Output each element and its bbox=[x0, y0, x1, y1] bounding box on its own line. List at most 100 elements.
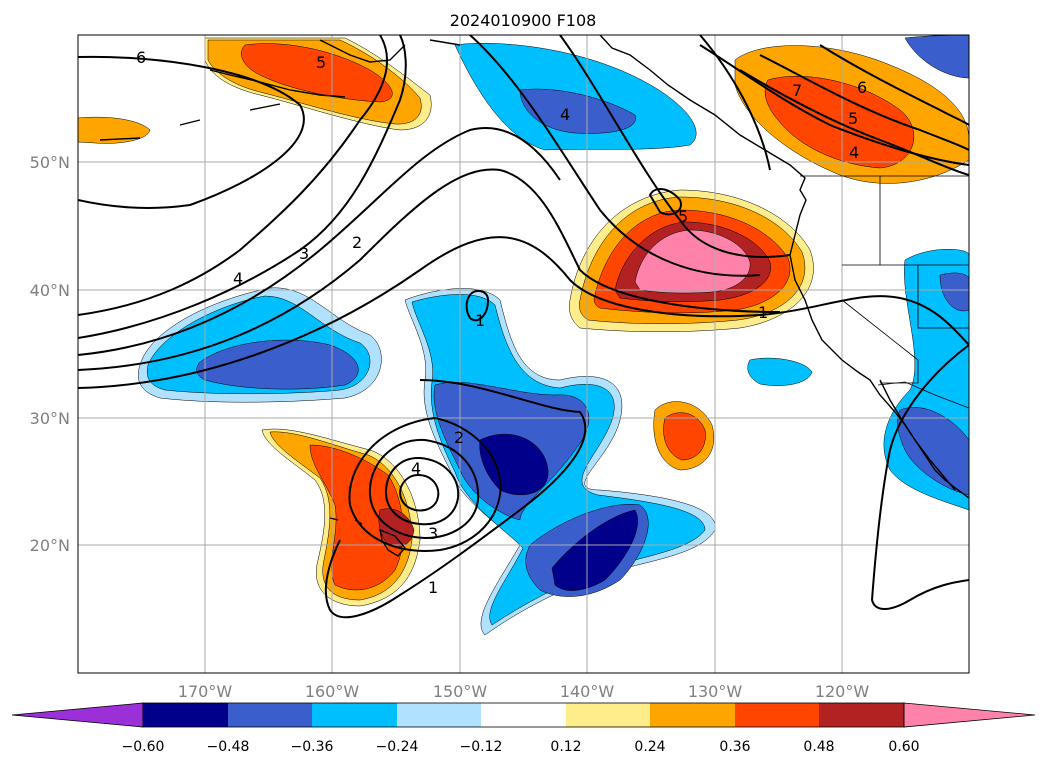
lon-label: 170°W bbox=[178, 682, 233, 701]
shading-negative bbox=[897, 407, 969, 496]
colorbar-tick-label: 0.12 bbox=[550, 739, 581, 755]
contour-label: 5 bbox=[678, 207, 688, 226]
colorbar-segment bbox=[312, 703, 397, 727]
colorbar-segment bbox=[819, 703, 904, 727]
contour-line bbox=[819, 44, 969, 126]
contour-label: 4 bbox=[849, 143, 859, 162]
political-borders bbox=[800, 175, 969, 409]
contour-line bbox=[870, 344, 969, 610]
map-panel: 6 5 4 3 2 4 1 5 1 7 6 5 4 2 4 3 1 bbox=[77, 34, 970, 674]
contour-label: 4 bbox=[411, 459, 421, 478]
contour-line bbox=[699, 44, 969, 166]
contour-label: 6 bbox=[136, 48, 146, 67]
contour-label: 5 bbox=[848, 109, 858, 128]
lon-label: 150°W bbox=[433, 682, 488, 701]
contour-line bbox=[78, 35, 407, 339]
contour-label: 2 bbox=[454, 428, 464, 447]
coastline-alaska-islands bbox=[99, 39, 461, 141]
contour-line bbox=[78, 127, 561, 356]
contour-labels: 6 5 4 3 2 4 1 5 1 7 6 5 4 2 4 3 1 bbox=[136, 48, 867, 597]
colorbar-tick-label: −0.60 bbox=[122, 739, 165, 755]
colorbar-tick-label: 0.36 bbox=[719, 739, 750, 755]
shading-positive bbox=[663, 412, 706, 461]
contour-line bbox=[324, 379, 587, 619]
colorbar-frame bbox=[142, 702, 905, 728]
contour-label: 5 bbox=[316, 53, 326, 72]
height-contours bbox=[78, 35, 969, 619]
lon-label: 140°W bbox=[560, 682, 615, 701]
contour-label: 7 bbox=[792, 81, 802, 100]
colorbar-segment bbox=[228, 703, 312, 727]
colorbar-segment bbox=[481, 703, 566, 727]
colorbar-tick-label: −0.48 bbox=[207, 739, 250, 755]
contour-line bbox=[78, 236, 969, 389]
anomaly-shading bbox=[78, 35, 969, 636]
contour-label: 1 bbox=[475, 311, 485, 330]
lat-label: 40°N bbox=[30, 281, 70, 300]
contour-label: 2 bbox=[352, 233, 362, 252]
contour-line bbox=[469, 35, 761, 277]
lat-label: 50°N bbox=[30, 153, 70, 172]
colorbar-segment bbox=[566, 703, 650, 727]
lon-label: 160°W bbox=[305, 682, 360, 701]
border-state-lines bbox=[841, 176, 969, 384]
contour-line bbox=[348, 416, 502, 552]
shading-negative bbox=[551, 509, 638, 591]
longitude-labels: 170°W 160°W 150°W 140°W 130°W 120°W bbox=[178, 682, 870, 701]
contour-label: 4 bbox=[233, 269, 243, 288]
shading-negative bbox=[747, 357, 813, 386]
colorbar-segment bbox=[735, 703, 819, 727]
lon-label: 130°W bbox=[688, 682, 743, 701]
colorbar-extend-over bbox=[903, 702, 1036, 728]
colorbar-segment bbox=[397, 703, 481, 727]
colorbar-tick-label: −0.24 bbox=[376, 739, 419, 755]
colorbar-tick-label: −0.36 bbox=[291, 739, 334, 755]
contour-line bbox=[78, 168, 781, 371]
colorbar-tick-label: 0.48 bbox=[803, 739, 834, 755]
map-frame bbox=[77, 34, 970, 674]
contour-line bbox=[78, 55, 305, 209]
contour-line bbox=[739, 69, 969, 176]
colorbar-tick-label: 0.60 bbox=[888, 739, 919, 755]
contour-line bbox=[465, 289, 490, 322]
contour-line bbox=[559, 35, 791, 258]
shading-negative bbox=[939, 272, 969, 312]
lat-label: 20°N bbox=[30, 536, 70, 555]
colorbar: −0.60 −0.48 −0.36 −0.24 −0.12 0.12 0.24 … bbox=[11, 702, 1036, 755]
border-us-mexico bbox=[877, 381, 969, 409]
lat-label: 30°N bbox=[30, 409, 70, 428]
colorbar-extend-under bbox=[11, 702, 144, 728]
contour-label: 3 bbox=[299, 244, 309, 263]
shading-positive bbox=[241, 43, 393, 103]
contour-line bbox=[399, 473, 440, 512]
colorbar-tick-labels: −0.60 −0.48 −0.36 −0.24 −0.12 0.12 0.24 … bbox=[122, 739, 920, 755]
shading-negative bbox=[479, 433, 549, 496]
coastline-baja bbox=[879, 379, 956, 491]
contour-label: 6 bbox=[857, 78, 867, 97]
gridlines bbox=[78, 35, 969, 673]
contour-line bbox=[648, 188, 682, 216]
contour-line bbox=[78, 35, 389, 316]
contour-line bbox=[759, 54, 969, 151]
shading-negative bbox=[519, 88, 636, 134]
shading-positive bbox=[78, 116, 151, 144]
colorbar-segments bbox=[11, 702, 1036, 728]
shading-positive bbox=[634, 229, 751, 294]
lon-label: 120°W bbox=[815, 682, 870, 701]
contour-line bbox=[368, 438, 480, 540]
colorbar-tick-label: 0.24 bbox=[634, 739, 665, 755]
contour-line bbox=[384, 456, 460, 526]
shading-negative bbox=[904, 35, 969, 79]
colorbar-segment bbox=[650, 703, 735, 727]
coastlines bbox=[99, 35, 969, 557]
colorbar-segment bbox=[143, 703, 228, 727]
latitude-labels: 50°N 40°N 30°N 20°N bbox=[30, 153, 70, 555]
contour-label: 1 bbox=[758, 303, 768, 322]
contour-label: 1 bbox=[428, 578, 438, 597]
map-title: 2024010900 F108 bbox=[450, 11, 597, 30]
shading-negative bbox=[196, 339, 359, 390]
colorbar-tick-label: −0.12 bbox=[460, 739, 503, 755]
contour-label: 3 bbox=[428, 524, 438, 543]
contour-label: 4 bbox=[560, 105, 570, 124]
